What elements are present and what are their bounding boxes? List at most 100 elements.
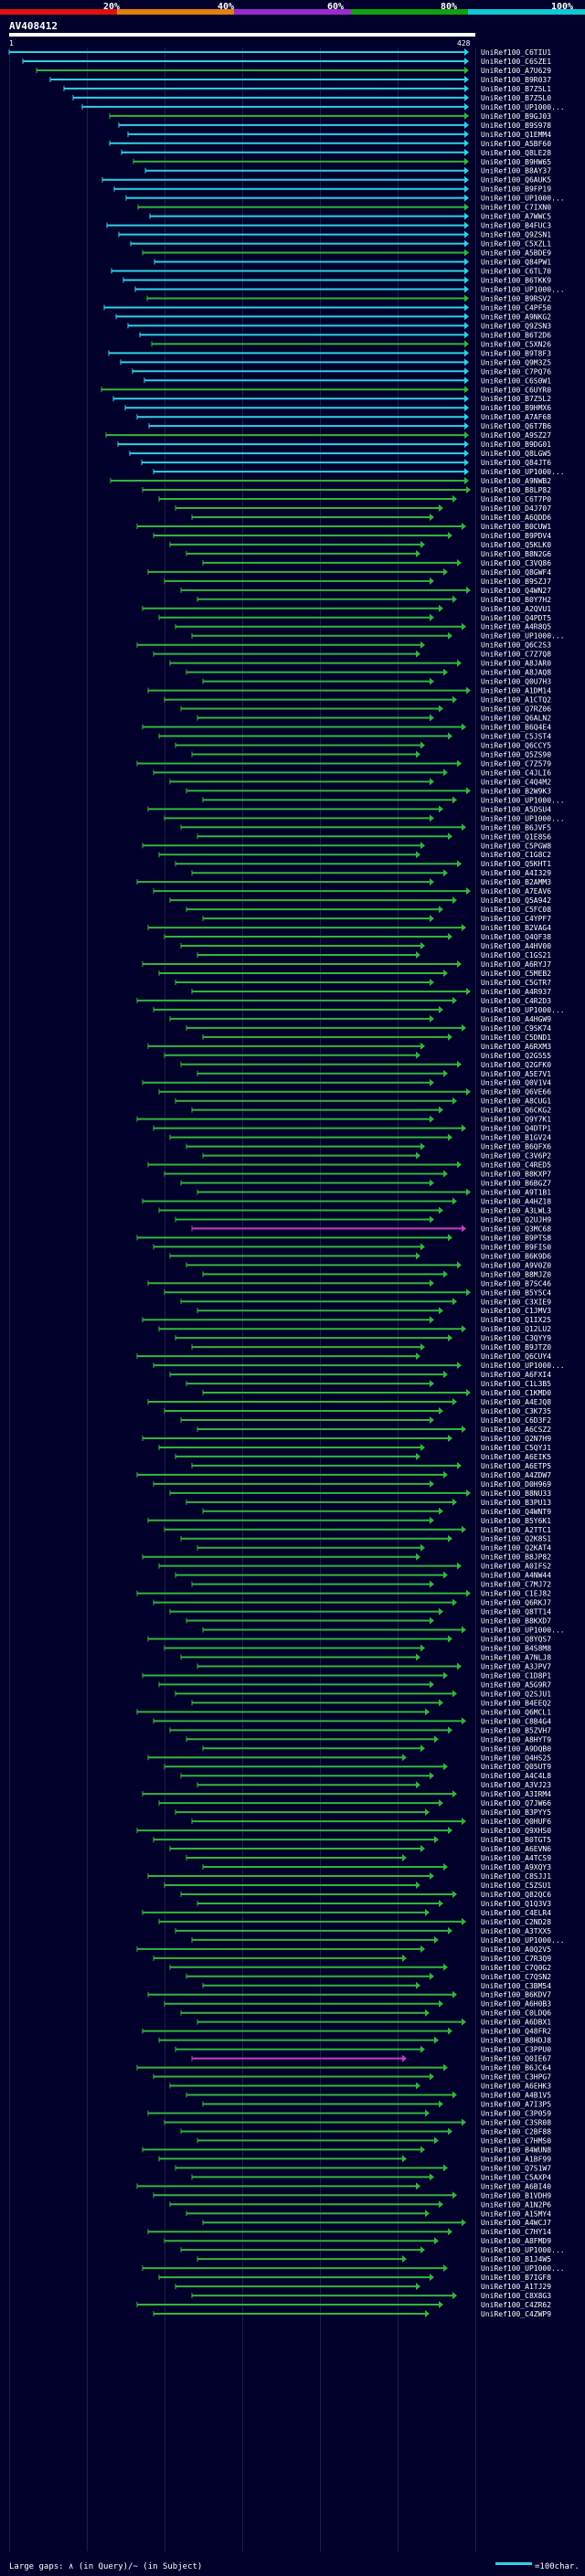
hit-id-label[interactable]: UniRef100_A4R8Q5 — [481, 623, 551, 631]
hit-id-label[interactable]: UniRef100_C2ND28 — [481, 1918, 551, 1926]
hit-id-label[interactable]: UniRef100_A3LWL3 — [481, 1206, 551, 1214]
hit-id-label[interactable]: UniRef100_Q84PW1 — [481, 259, 551, 267]
hit-id-label[interactable]: UniRef100_Q4DTP1 — [481, 1125, 551, 1133]
hit-id-label[interactable]: UniRef100_B0Y7H2 — [481, 596, 551, 604]
hit-id-label[interactable]: UniRef100_UP1000... — [481, 103, 565, 111]
hit-id-label[interactable]: UniRef100_B6TKK9 — [481, 277, 551, 285]
hit-id-label[interactable]: UniRef100_C3BM54 — [481, 1982, 551, 1990]
hit-id-label[interactable]: UniRef100_Q6ALN2 — [481, 715, 551, 723]
hit-id-label[interactable]: UniRef100_Q7RZ06 — [481, 705, 551, 714]
hit-id-label[interactable]: UniRef100_A9DQB0 — [481, 1744, 551, 1753]
hit-id-label[interactable]: UniRef100_A1TJ29 — [481, 2283, 551, 2291]
hit-id-label[interactable]: UniRef100_Q6T7B6 — [481, 422, 551, 430]
hit-id-label[interactable]: UniRef100_C3HPG7 — [481, 2073, 551, 2082]
hit-id-label[interactable]: UniRef100_Q82QC6 — [481, 1891, 551, 1899]
hit-id-label[interactable]: UniRef100_A8CUG1 — [481, 1097, 551, 1106]
hit-id-label[interactable]: UniRef100_B1GV24 — [481, 1134, 551, 1142]
hit-id-label[interactable]: UniRef100_Q4HS25 — [481, 1754, 551, 1762]
hit-id-label[interactable]: UniRef100_Q0U7H3 — [481, 678, 551, 686]
hit-id-label[interactable]: UniRef100_B0CUW1 — [481, 523, 551, 531]
hit-id-label[interactable]: UniRef100_A6EVN6 — [481, 1845, 551, 1853]
hit-id-label[interactable]: UniRef100_C8B4G4 — [481, 1717, 551, 1725]
hit-id-label[interactable]: UniRef100_C7Z7Q8 — [481, 651, 551, 659]
hit-id-label[interactable]: UniRef100_Q4WNT9 — [481, 1508, 551, 1516]
hit-id-label[interactable]: UniRef100_C1G8C2 — [481, 851, 551, 859]
hit-id-label[interactable]: UniRef100_Q5KHT1 — [481, 860, 551, 868]
hit-id-label[interactable]: UniRef100_B7IGF8 — [481, 2274, 551, 2282]
hit-id-label[interactable]: UniRef100_A7WWC5 — [481, 213, 551, 221]
hit-id-label[interactable]: UniRef100_B8JP82 — [481, 1553, 551, 1562]
hit-id-label[interactable]: UniRef100_B6K9D6 — [481, 1252, 551, 1260]
hit-id-label[interactable]: UniRef100_B8KXD7 — [481, 1617, 551, 1626]
hit-id-label[interactable]: UniRef100_C9SK74 — [481, 1024, 551, 1033]
hit-id-label[interactable]: UniRef100_B3PU13 — [481, 1499, 551, 1507]
hit-id-label[interactable]: UniRef100_C3XIE9 — [481, 1298, 551, 1306]
hit-id-label[interactable]: UniRef100_C1L3B5 — [481, 1380, 551, 1388]
hit-id-label[interactable]: UniRef100_C3QYY9 — [481, 1334, 551, 1342]
hit-id-label[interactable]: UniRef100_C7HMS0 — [481, 2136, 551, 2145]
hit-id-label[interactable]: UniRef100_B9SZJ7 — [481, 578, 551, 586]
hit-id-label[interactable]: UniRef100_A0Q2V5 — [481, 1945, 551, 1954]
hit-id-label[interactable]: UniRef100_B5ZVH7 — [481, 1726, 551, 1734]
hit-id-label[interactable]: UniRef100_B1J4W5 — [481, 2255, 551, 2263]
hit-id-label[interactable]: UniRef100_C4YPF7 — [481, 915, 551, 923]
hit-id-label[interactable]: UniRef100_A6QDD6 — [481, 514, 551, 522]
hit-id-label[interactable]: UniRef100_C6S0W1 — [481, 376, 551, 385]
hit-id-label[interactable]: UniRef100_B9PTS8 — [481, 1234, 551, 1242]
hit-id-label[interactable]: UniRef100_B9FP19 — [481, 186, 551, 194]
hit-id-label[interactable]: UniRef100_UP1000... — [481, 195, 565, 203]
hit-id-label[interactable]: UniRef100_A9NKG2 — [481, 313, 551, 321]
hit-id-label[interactable]: UniRef100_C3V6P2 — [481, 1152, 551, 1161]
hit-id-label[interactable]: UniRef100_A1SMY4 — [481, 2210, 551, 2218]
hit-id-label[interactable]: UniRef100_Q6CKG2 — [481, 1107, 551, 1115]
hit-id-label[interactable]: UniRef100_A8JAQ8 — [481, 669, 551, 677]
hit-id-label[interactable]: UniRef100_B6QFX6 — [481, 1143, 551, 1151]
hit-id-label[interactable]: UniRef100_Q6VE66 — [481, 1088, 551, 1097]
hit-id-label[interactable]: UniRef100_C6TIU1 — [481, 48, 551, 57]
hit-id-label[interactable]: UniRef100_C4Q4M2 — [481, 778, 551, 786]
hit-id-label[interactable]: UniRef100_D0H969 — [481, 1480, 551, 1489]
hit-id-label[interactable]: UniRef100_A1N2P6 — [481, 2200, 551, 2209]
hit-id-label[interactable]: UniRef100_C7IXN0 — [481, 204, 551, 212]
hit-id-label[interactable]: UniRef100_UP1000... — [481, 2264, 565, 2273]
hit-id-label[interactable]: UniRef100_Q0V1V4 — [481, 1079, 551, 1087]
hit-id-label[interactable]: UniRef100_Q2GFK0 — [481, 1061, 551, 1069]
hit-id-label[interactable]: UniRef100_UP1000... — [481, 1936, 565, 1945]
hit-id-label[interactable]: UniRef100_Q6RKJ7 — [481, 1599, 551, 1607]
hit-id-label[interactable]: UniRef100_Q4PDT5 — [481, 614, 551, 622]
hit-id-label[interactable]: UniRef100_A5BF60 — [481, 140, 551, 148]
hit-id-label[interactable]: UniRef100_Q8LGW5 — [481, 450, 551, 458]
hit-id-label[interactable]: UniRef100_C4ELR4 — [481, 1909, 551, 1917]
hit-id-label[interactable]: UniRef100_Q2G555 — [481, 1052, 551, 1060]
hit-id-label[interactable]: UniRef100_C5QYJ1 — [481, 1444, 551, 1452]
hit-id-label[interactable]: UniRef100_A7NLJ8 — [481, 1653, 551, 1661]
hit-id-label[interactable]: UniRef100_B6JC64 — [481, 2064, 551, 2072]
hit-id-label[interactable]: UniRef100_C3K735 — [481, 1407, 551, 1415]
hit-id-label[interactable]: UniRef100_B9JTZ0 — [481, 1343, 551, 1352]
hit-id-label[interactable]: UniRef100_Q7JW66 — [481, 1799, 551, 1807]
hit-id-label[interactable]: UniRef100_C4JLI6 — [481, 769, 551, 777]
hit-id-label[interactable]: UniRef100_A4I329 — [481, 869, 551, 877]
hit-id-label[interactable]: UniRef100_A6ETP5 — [481, 1462, 551, 1470]
hit-id-label[interactable]: UniRef100_A7AF68 — [481, 413, 551, 421]
hit-id-label[interactable]: UniRef100_C2BF88 — [481, 2127, 551, 2136]
hit-id-label[interactable]: UniRef100_B7SC46 — [481, 1279, 551, 1288]
hit-id-label[interactable]: UniRef100_B6BGZ7 — [481, 1180, 551, 1188]
hit-id-label[interactable]: UniRef100_A4TCS9 — [481, 1854, 551, 1862]
hit-id-label[interactable]: UniRef100_B7Z5L2 — [481, 395, 551, 403]
hit-id-label[interactable]: UniRef100_B8MJZ0 — [481, 1270, 551, 1278]
hit-id-label[interactable]: UniRef100_B9RSV2 — [481, 294, 551, 302]
hit-id-label[interactable]: UniRef100_B9S978 — [481, 122, 551, 130]
hit-id-label[interactable]: UniRef100_A4ZDW7 — [481, 1471, 551, 1479]
hit-id-label[interactable]: UniRef100_A4C4L8 — [481, 1772, 551, 1780]
hit-id-label[interactable]: UniRef100_B5Y6K1 — [481, 1517, 551, 1525]
hit-id-label[interactable]: UniRef100_C4ZR62 — [481, 2301, 551, 2309]
hit-id-label[interactable]: UniRef100_C1JMV3 — [481, 1307, 551, 1315]
hit-id-label[interactable]: UniRef100_Q1E8S6 — [481, 832, 551, 841]
hit-id-label[interactable]: UniRef100_Q8TT14 — [481, 1608, 551, 1617]
hit-id-label[interactable]: UniRef100_B8KXP7 — [481, 1171, 551, 1179]
hit-id-label[interactable]: UniRef100_Q4WN27 — [481, 587, 551, 595]
hit-id-label[interactable]: UniRef100_C7PQ76 — [481, 367, 551, 376]
hit-id-label[interactable]: UniRef100_C7Q0G2 — [481, 1964, 551, 1972]
hit-id-label[interactable]: UniRef100_Q6CUY4 — [481, 1352, 551, 1361]
